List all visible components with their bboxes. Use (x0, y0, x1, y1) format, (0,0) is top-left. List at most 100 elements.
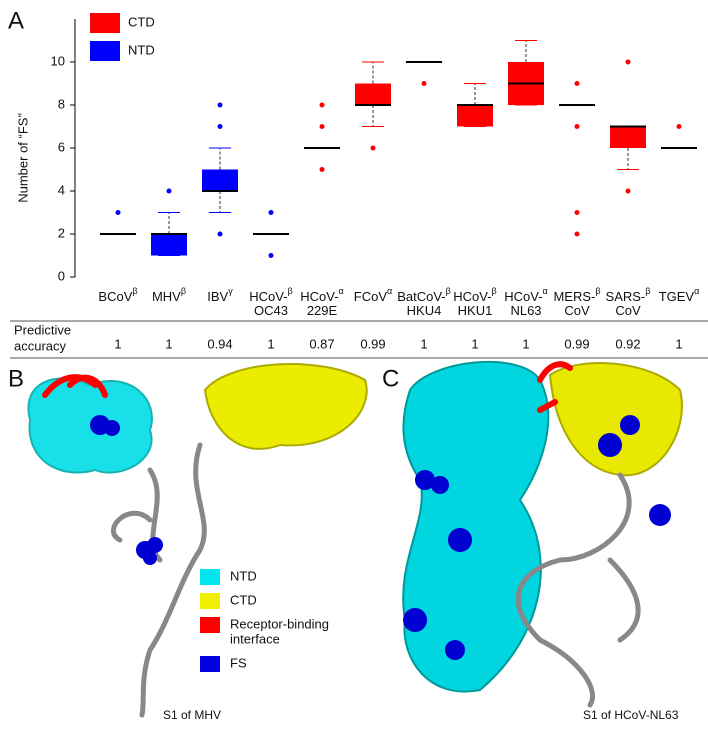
y-tick-label: 2 (58, 225, 65, 240)
category-name: CoV (564, 303, 590, 318)
structure-swatch (200, 569, 220, 585)
outlier (268, 253, 274, 258)
accuracy-value: 0.87 (309, 336, 334, 351)
x-tick-label: BatCoV-β (397, 286, 451, 304)
x-tick-label: HCoV-β (453, 286, 496, 304)
category-superscript: β (132, 286, 137, 296)
outlier (268, 210, 274, 215)
x-tick-label: 229E (307, 303, 338, 318)
legend-label: NTD (128, 42, 155, 57)
category-name: IBV (207, 289, 228, 304)
category-name: BatCoV- (397, 289, 445, 304)
x-tick-label: HCoV-α (300, 286, 344, 304)
category-name: HKU1 (458, 303, 493, 318)
outlier (574, 81, 580, 86)
category-superscript: α (543, 286, 548, 296)
category-superscript: α (339, 286, 344, 296)
outlier (217, 102, 223, 108)
accuracy-value: 1 (471, 336, 478, 351)
category-name: HCoV- (504, 289, 542, 304)
accuracy-label: Predictive (14, 322, 71, 337)
y-tick-label: 6 (58, 139, 65, 154)
x-tick-label: MHVβ (152, 286, 186, 304)
outlier (625, 188, 631, 194)
x-tick-label: HKU1 (458, 303, 493, 318)
category-name: MERS- (553, 289, 595, 304)
outlier (421, 81, 427, 86)
category-superscript: β (288, 286, 293, 296)
structure-legend-label: NTD (230, 568, 257, 583)
y-axis-label: Number of “FS” (15, 113, 30, 203)
accuracy-value: 1 (114, 336, 121, 351)
category-name: FCoV (354, 289, 388, 304)
category-name: CoV (615, 303, 641, 318)
category-name: MHV (152, 289, 181, 304)
accuracy-value: 1 (522, 336, 529, 351)
x-tick-label: HCoV-β (249, 286, 292, 304)
outlier (574, 231, 580, 237)
structure-swatch (200, 617, 220, 633)
category-superscript: β (595, 286, 600, 296)
category-name: HCoV- (453, 289, 491, 304)
category-superscript: α (694, 286, 699, 296)
category-name: HCoV- (249, 289, 287, 304)
x-tick-label: TGEVα (659, 286, 700, 304)
x-tick-label: BCoVβ (98, 286, 137, 304)
panel-label: C (382, 365, 399, 392)
category-name: HKU4 (407, 303, 442, 318)
y-tick-label: 10 (51, 53, 65, 68)
y-tick-label: 8 (58, 96, 65, 111)
x-tick-label: CoV (615, 303, 641, 318)
accuracy-value: 0.92 (615, 336, 640, 351)
x-tick-label: HCoV-α (504, 286, 548, 304)
category-name: TGEV (659, 289, 695, 304)
y-tick-label: 4 (58, 182, 65, 197)
accuracy-value: 0.99 (360, 336, 385, 351)
category-superscript: β (181, 286, 186, 296)
category-superscript: α (387, 286, 392, 296)
legend-label: CTD (128, 14, 155, 29)
box (355, 83, 391, 105)
outlier (217, 124, 223, 129)
x-tick-label: FCoVα (354, 286, 392, 304)
x-tick-label: IBVγ (207, 286, 233, 304)
structure-legend-label: FS (230, 655, 247, 670)
box (610, 126, 646, 148)
outlier (676, 124, 682, 129)
category-name: HCoV- (300, 289, 338, 304)
outlier (319, 102, 325, 108)
structure-swatch (200, 656, 220, 672)
structure-legend-label: interface (230, 631, 280, 646)
x-tick-label: CoV (564, 303, 590, 318)
structure-swatch (200, 593, 220, 609)
y-tick-label: 0 (58, 268, 65, 283)
box (457, 105, 493, 127)
panel-label: A (8, 7, 24, 34)
category-name: NL63 (510, 303, 541, 318)
outlier (625, 59, 631, 65)
accuracy-value: 1 (420, 336, 427, 351)
box (202, 169, 238, 191)
outlier (115, 210, 121, 215)
structure-legend-label: CTD (230, 592, 257, 607)
accuracy-value: 1 (675, 336, 682, 351)
outlier (217, 231, 223, 237)
category-name: 229E (307, 303, 338, 318)
x-tick-label: NL63 (510, 303, 541, 318)
category-superscript: γ (228, 286, 233, 296)
outlier (574, 124, 580, 129)
structure-mhv (27, 362, 368, 718)
accuracy-value: 0.99 (564, 336, 589, 351)
accuracy-value: 1 (267, 336, 274, 351)
caption: S1 of HCoV-NL63 (583, 708, 679, 722)
category-superscript: β (492, 286, 497, 296)
caption: S1 of MHV (163, 708, 221, 722)
accuracy-label: accuracy (14, 338, 67, 353)
box (151, 234, 187, 256)
category-name: SARS- (606, 289, 646, 304)
outlier (370, 145, 376, 151)
legend-swatch (90, 41, 120, 61)
accuracy-value: 1 (165, 336, 172, 351)
